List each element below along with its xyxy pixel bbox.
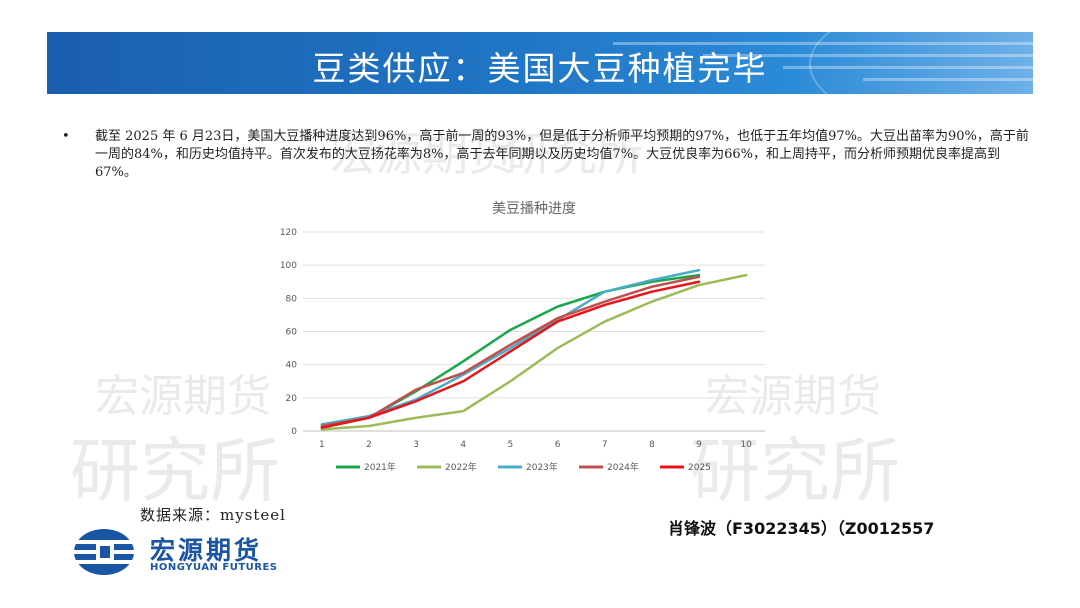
legend-label: 2022年 xyxy=(445,461,477,473)
data-source: 数据来源：mysteel xyxy=(140,506,286,524)
series-line xyxy=(320,280,701,429)
y-tick-label: 0 xyxy=(291,427,297,437)
x-tick-label: 3 xyxy=(413,440,419,450)
x-tick-label: 2 xyxy=(366,440,372,450)
x-tick-label: 9 xyxy=(696,440,702,450)
y-tick-label: 60 xyxy=(286,328,298,338)
y-tick-label: 120 xyxy=(280,228,297,238)
legend-label: 2021年 xyxy=(364,461,396,473)
x-tick-label: 6 xyxy=(555,440,561,450)
banner-arc xyxy=(809,32,1033,94)
line-chart-svg: 美豆播种进度 0 20 40 60 80 100 120 1 2 3 4 5 6 7 8 9 10 2021年 202… xyxy=(280,201,765,473)
y-tick-label: 40 xyxy=(286,361,298,371)
title-banner: 豆类供应：美国大豆种植完毕 xyxy=(47,32,1033,94)
legend-label: 2025 xyxy=(688,463,711,473)
logo-chinese-text: 宏源期货 xyxy=(150,536,263,565)
company-logo: 宏源期货 HONGYUAN FUTURES xyxy=(70,527,310,577)
series-line xyxy=(320,275,701,428)
legend-label: 2024年 xyxy=(607,461,639,473)
x-tick-label: 1 xyxy=(319,440,325,450)
planting-progress-chart: 美豆播种进度 0 20 40 60 80 100 120 1 2 3 4 5 6 7 8 9 10 2021年 202… xyxy=(270,195,780,485)
series-line xyxy=(320,268,701,426)
x-tick-label: 4 xyxy=(460,440,466,450)
watermark-text: 宏源期货 xyxy=(95,371,271,422)
y-tick-label: 100 xyxy=(280,261,297,271)
author-credit: 肖锋波（F3022345）（Z0012557 xyxy=(668,519,935,538)
bullet-symbol: • xyxy=(62,129,70,144)
logo-emblem-icon xyxy=(70,529,140,575)
series-line xyxy=(320,273,748,431)
y-tick-label: 80 xyxy=(286,294,298,304)
x-tick-label: 10 xyxy=(740,440,752,450)
y-tick-label: 20 xyxy=(286,394,298,404)
bullet-paragraph: • 截至 2025 年 6 月23日，美国大豆播种进度达到96%，高于前一周的9… xyxy=(62,128,1037,182)
x-tick-label: 8 xyxy=(649,440,655,450)
logo-english-text: HONGYUAN FUTURES xyxy=(150,562,278,573)
x-tick-label: 5 xyxy=(508,440,514,450)
watermark-text: 研究所 xyxy=(70,430,280,512)
legend-label: 2023年 xyxy=(526,461,558,473)
bullet-text: 截至 2025 年 6 月23日，美国大豆播种进度达到96%，高于前一周的93%… xyxy=(95,129,1029,180)
x-tick-label: 7 xyxy=(602,440,608,450)
chart-title: 美豆播种进度 xyxy=(492,201,576,217)
page-title: 豆类供应：美国大豆种植完毕 xyxy=(312,49,768,88)
